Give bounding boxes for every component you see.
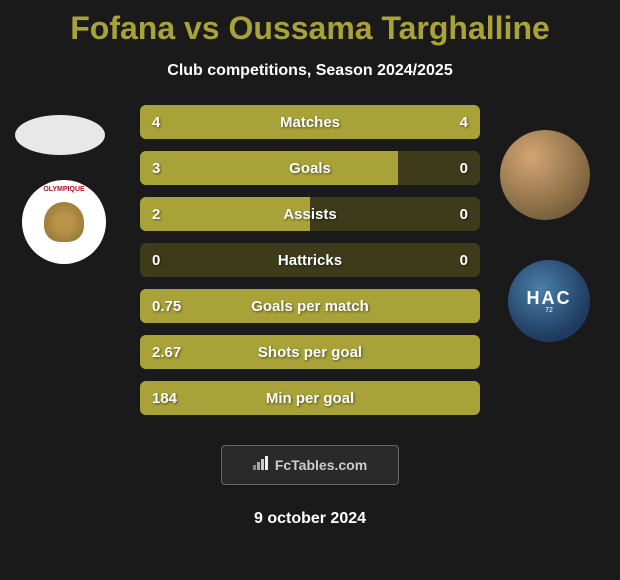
stat-label: Min per goal — [140, 381, 480, 415]
stat-row: Shots per goal2.67 — [140, 335, 480, 369]
stat-row: Matches4 4 — [140, 105, 480, 139]
stat-value-right: 0 — [460, 151, 468, 185]
stat-value-right: 0 — [460, 243, 468, 277]
page-title: Fofana vs Oussama Targhalline — [0, 0, 620, 47]
date-text: 9 october 2024 — [0, 510, 620, 528]
club-left-top-text: OLYMPIQUE — [43, 186, 84, 193]
stat-label: Assists — [140, 197, 480, 231]
stat-label: Goals per match — [140, 289, 480, 323]
club-left-lion-icon — [44, 202, 84, 242]
stat-label: Hattricks — [140, 243, 480, 277]
chart-icon — [253, 456, 271, 475]
club-right-abbr: HAC — [527, 288, 572, 309]
player-left-avatar — [15, 115, 105, 155]
stat-label: Goals — [140, 151, 480, 185]
stat-value-right: 4 — [460, 105, 468, 139]
player-right-avatar — [500, 130, 590, 220]
stat-value-left: 0.75 — [152, 289, 181, 323]
stat-label: Matches — [140, 105, 480, 139]
stat-value-right: 0 — [460, 197, 468, 231]
stat-row: Goals3 0 — [140, 151, 480, 185]
stat-label: Shots per goal — [140, 335, 480, 369]
stat-value-left: 0 — [152, 243, 160, 277]
stat-value-left: 2.67 — [152, 335, 181, 369]
stat-row: Min per goal184 — [140, 381, 480, 415]
club-right-badge: HAC 72 — [508, 260, 590, 342]
stat-value-left: 184 — [152, 381, 177, 415]
stat-value-left: 4 — [152, 105, 160, 139]
fctables-text: FcTables.com — [275, 457, 367, 473]
stat-row: Hattricks0 0 — [140, 243, 480, 277]
stat-value-left: 3 — [152, 151, 160, 185]
fctables-logo[interactable]: FcTables.com — [221, 445, 399, 485]
club-left-badge: OLYMPIQUE — [22, 180, 106, 264]
club-right-sub: 72 — [545, 307, 553, 314]
stat-value-left: 2 — [152, 197, 160, 231]
stat-row: Assists2 0 — [140, 197, 480, 231]
stat-row: Goals per match0.75 — [140, 289, 480, 323]
subtitle: Club competitions, Season 2024/2025 — [0, 62, 620, 80]
